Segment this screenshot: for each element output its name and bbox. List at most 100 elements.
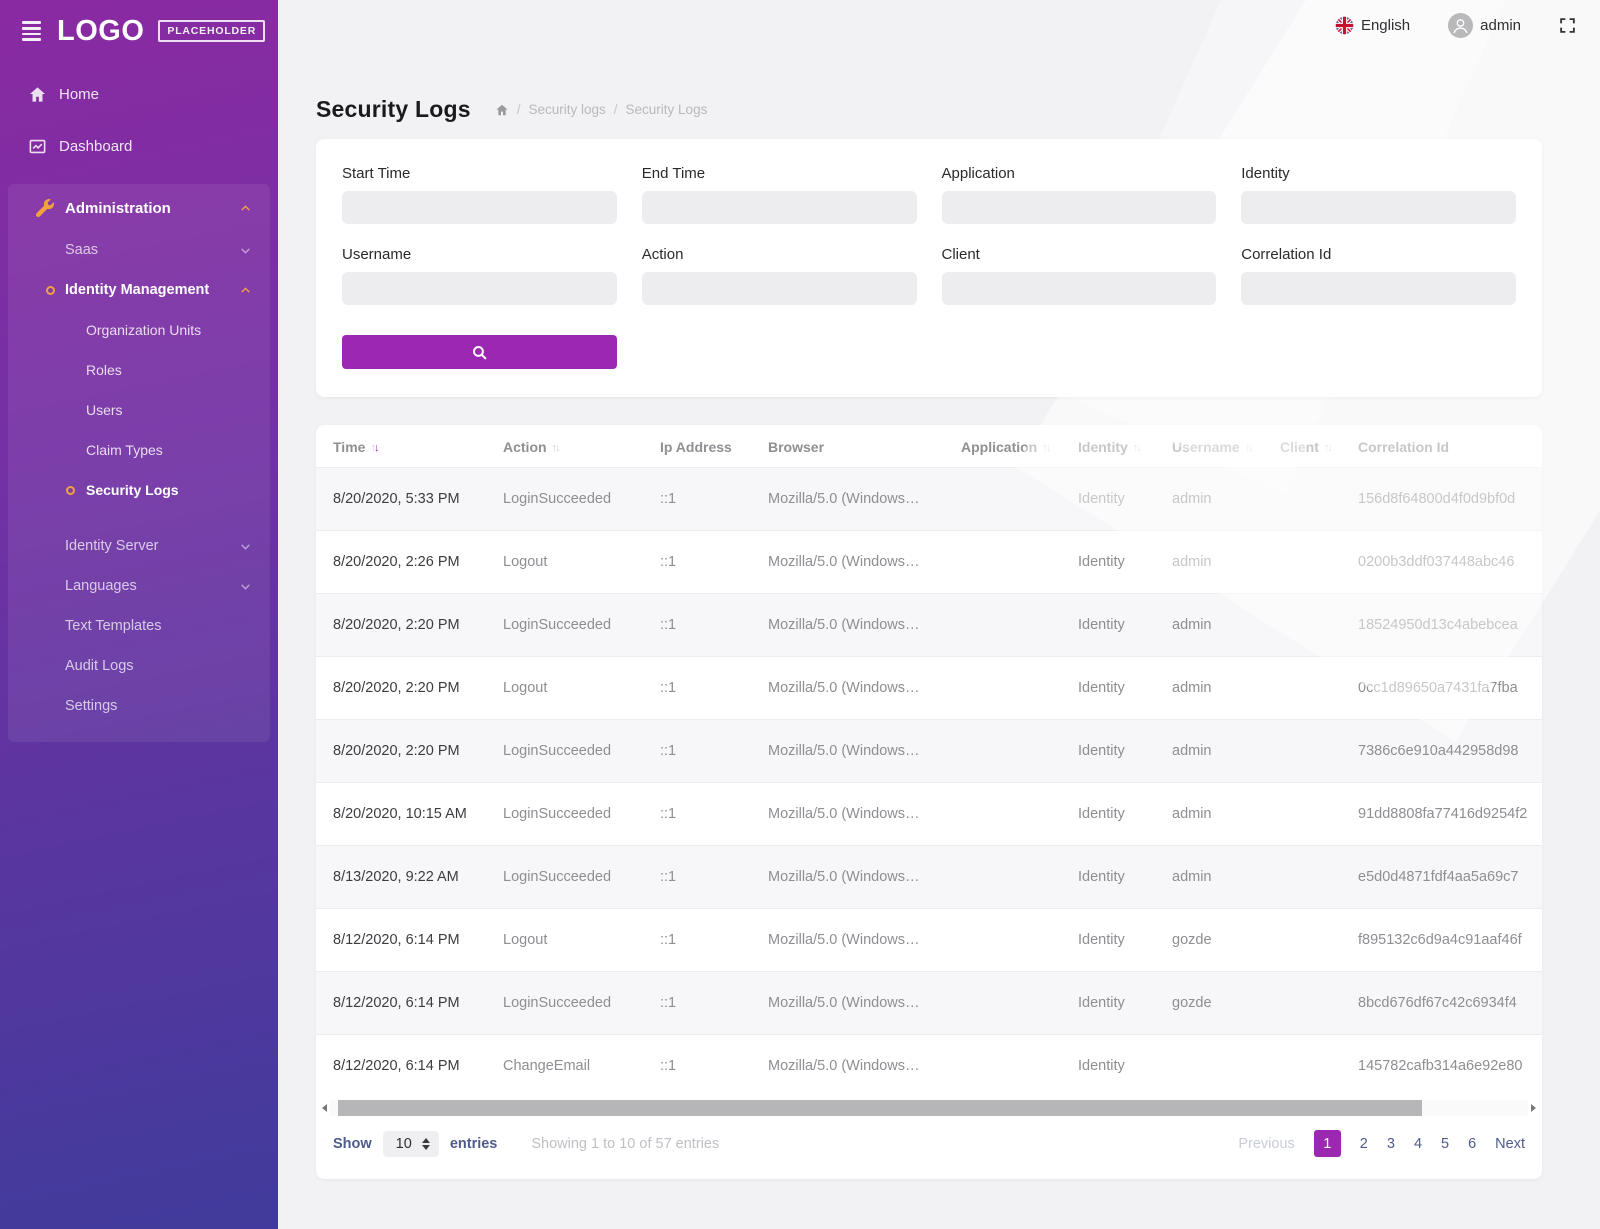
column-header-application[interactable]: Application ↑ ↓ bbox=[961, 439, 1051, 455]
cell-username: admin bbox=[1155, 530, 1263, 594]
cell-client bbox=[1263, 656, 1341, 720]
sidebar-item-users[interactable]: Users bbox=[8, 390, 270, 430]
cell-application bbox=[944, 656, 1061, 720]
cell-action: Logout bbox=[486, 530, 643, 594]
cell-time: 8/20/2020, 2:20 PM bbox=[316, 719, 486, 783]
filter-label: Application bbox=[941, 165, 1015, 182]
cell-action: LoginSucceeded bbox=[486, 971, 643, 1035]
sidebar-item-home[interactable]: Home bbox=[0, 68, 278, 120]
cell-ip-address: ::1 bbox=[643, 1034, 751, 1097]
table-body: 8/20/2020, 5:33 PM LoginSucceeded::1 Mozil… bbox=[316, 467, 1542, 1097]
sidebar-item-text-templates[interactable]: Text Templates bbox=[8, 606, 270, 646]
filter-correlation-id-input[interactable] bbox=[1241, 272, 1516, 305]
filter-label: Action bbox=[641, 246, 684, 263]
page-button-3[interactable]: 3 bbox=[1386, 1135, 1395, 1152]
fullscreen-icon[interactable] bbox=[1559, 17, 1576, 34]
filter-label: Username bbox=[342, 246, 412, 263]
table-footer: Show 10 entries Showing 1 to 10 of 57 en… bbox=[316, 1116, 1542, 1179]
sidebar-item-audit-logs[interactable]: Audit Logs bbox=[8, 646, 270, 686]
sidebar-item-identity-management[interactable]: Identity Management bbox=[8, 270, 270, 310]
cell-identity: Identity bbox=[1061, 1034, 1155, 1097]
cell-correlation-id: 8bcd676df67c42c6934f4 bbox=[1341, 971, 1542, 1035]
page-button-2[interactable]: 2 bbox=[1359, 1135, 1368, 1152]
filter-client-input[interactable] bbox=[941, 272, 1217, 305]
uk-flag-icon bbox=[1335, 16, 1354, 34]
sidebar-item-label: Settings bbox=[65, 698, 118, 714]
sidebar-item-saas[interactable]: Saas bbox=[8, 230, 270, 270]
column-header-time[interactable]: Time ↑ ↓ bbox=[333, 439, 379, 455]
filter-application-input[interactable] bbox=[941, 191, 1217, 224]
cell-username bbox=[1155, 1034, 1263, 1097]
sidebar-item-organization-units[interactable]: Organization Units bbox=[8, 310, 270, 350]
cell-application bbox=[944, 908, 1061, 972]
security-logs-table-card: Time ↑ ↓ Action ↑ ↓ Ip Address Browser Applicati… bbox=[316, 425, 1542, 1179]
scroll-left-arrow-icon[interactable] bbox=[322, 1103, 327, 1112]
table-row: 8/13/2020, 9:22 AM LoginSucceeded::1 Mozil… bbox=[316, 845, 1542, 909]
cell-username: admin bbox=[1155, 719, 1263, 783]
scrollbar-thumb[interactable] bbox=[338, 1099, 1423, 1116]
cell-client bbox=[1263, 782, 1341, 846]
sidebar-item-dashboard[interactable]: Dashboard bbox=[0, 120, 278, 172]
sort-icon: ↑ ↓ bbox=[1323, 442, 1333, 454]
sidebar-item-label: Identity Server bbox=[65, 538, 159, 554]
sidebar-item-claim-types[interactable]: Claim Types bbox=[8, 430, 270, 470]
sidebar-item-label: Roles bbox=[86, 362, 122, 378]
scroll-right-arrow-icon[interactable] bbox=[1531, 1103, 1536, 1112]
next-page-button[interactable]: Next bbox=[1495, 1135, 1525, 1152]
sort-icon: ↑ ↓ bbox=[370, 442, 379, 454]
cell-action: LoginSucceeded bbox=[486, 719, 643, 783]
cell-ip-address: ::1 bbox=[643, 845, 751, 909]
column-header-browser: Browser bbox=[768, 439, 825, 455]
filter-username-input[interactable] bbox=[342, 272, 617, 305]
sidebar-item-label: Audit Logs bbox=[65, 658, 134, 674]
language-switcher[interactable]: English bbox=[1335, 16, 1410, 35]
breadcrumb-item: Security Logs bbox=[625, 102, 708, 117]
sidebar-item-identity-server[interactable]: Identity Server bbox=[8, 526, 270, 566]
page-button-5[interactable]: 5 bbox=[1441, 1135, 1450, 1152]
user-menu[interactable]: admin bbox=[1448, 12, 1521, 38]
sidebar-item-settings[interactable]: Settings bbox=[8, 686, 270, 726]
sidebar-item-roles[interactable]: Roles bbox=[8, 350, 270, 390]
cell-client bbox=[1263, 908, 1341, 972]
cell-time: 8/20/2020, 5:33 PM bbox=[316, 467, 486, 531]
sidebar-item-languages[interactable]: Languages bbox=[8, 566, 270, 606]
cell-ip-address: ::1 bbox=[643, 971, 751, 1035]
sidebar-item-label: Saas bbox=[65, 242, 99, 258]
cell-ip-address: ::1 bbox=[643, 467, 751, 531]
page-button-1[interactable]: 1 bbox=[1313, 1130, 1341, 1157]
previous-page-button[interactable]: Previous bbox=[1238, 1135, 1295, 1152]
filter-action-input[interactable] bbox=[641, 272, 917, 305]
menu-toggle-icon[interactable] bbox=[20, 17, 43, 44]
filter-start-time-input[interactable] bbox=[342, 191, 617, 224]
logo: LOGO bbox=[57, 14, 145, 47]
cell-correlation-id: e5d0d4871fdf4aa5a69c7 bbox=[1341, 845, 1542, 909]
sidebar-item-label: Home bbox=[59, 85, 100, 103]
column-header-identity[interactable]: Identity ↑ ↓ bbox=[1078, 439, 1142, 455]
avatar-icon bbox=[1448, 12, 1474, 38]
page-size-select[interactable]: 10 bbox=[382, 1130, 439, 1157]
page-button-4[interactable]: 4 bbox=[1413, 1135, 1423, 1152]
cell-time: 8/12/2020, 6:14 PM bbox=[316, 1034, 486, 1097]
column-header-action[interactable]: Action ↑ ↓ bbox=[503, 439, 560, 455]
sort-icon: ↑ ↓ bbox=[1244, 442, 1254, 454]
home-icon[interactable] bbox=[495, 103, 509, 117]
scrollbar-track[interactable] bbox=[330, 1099, 1528, 1116]
table-hscrollbar bbox=[319, 1099, 1539, 1116]
sidebar-item-administration[interactable]: Administration bbox=[8, 186, 270, 230]
cell-client bbox=[1263, 845, 1341, 909]
sidebar-item-security-logs[interactable]: Security Logs bbox=[8, 470, 270, 510]
filter-panel: Start Time End Time Application Identity… bbox=[316, 139, 1542, 397]
chevron-up-icon bbox=[239, 284, 252, 297]
filter-end-time-input[interactable] bbox=[641, 191, 917, 224]
table-row: 8/12/2020, 6:14 PM LoginSucceeded::1 Mozil… bbox=[316, 971, 1542, 1035]
page-button-6[interactable]: 6 bbox=[1468, 1135, 1477, 1152]
filter-identity-input[interactable] bbox=[1241, 191, 1516, 224]
cell-ip-address: ::1 bbox=[643, 530, 751, 594]
search-button[interactable] bbox=[342, 335, 617, 369]
column-header-client[interactable]: Client ↑ ↓ bbox=[1280, 439, 1333, 455]
cell-browser: Mozilla/5.0 (Windows… bbox=[751, 467, 944, 531]
column-header-username[interactable]: Username ↑ ↓ bbox=[1172, 439, 1254, 455]
cell-identity: Identity bbox=[1061, 782, 1155, 846]
table-row: 8/20/2020, 5:33 PM LoginSucceeded::1 Mozil… bbox=[316, 467, 1542, 531]
stepper-icon bbox=[421, 1137, 430, 1150]
